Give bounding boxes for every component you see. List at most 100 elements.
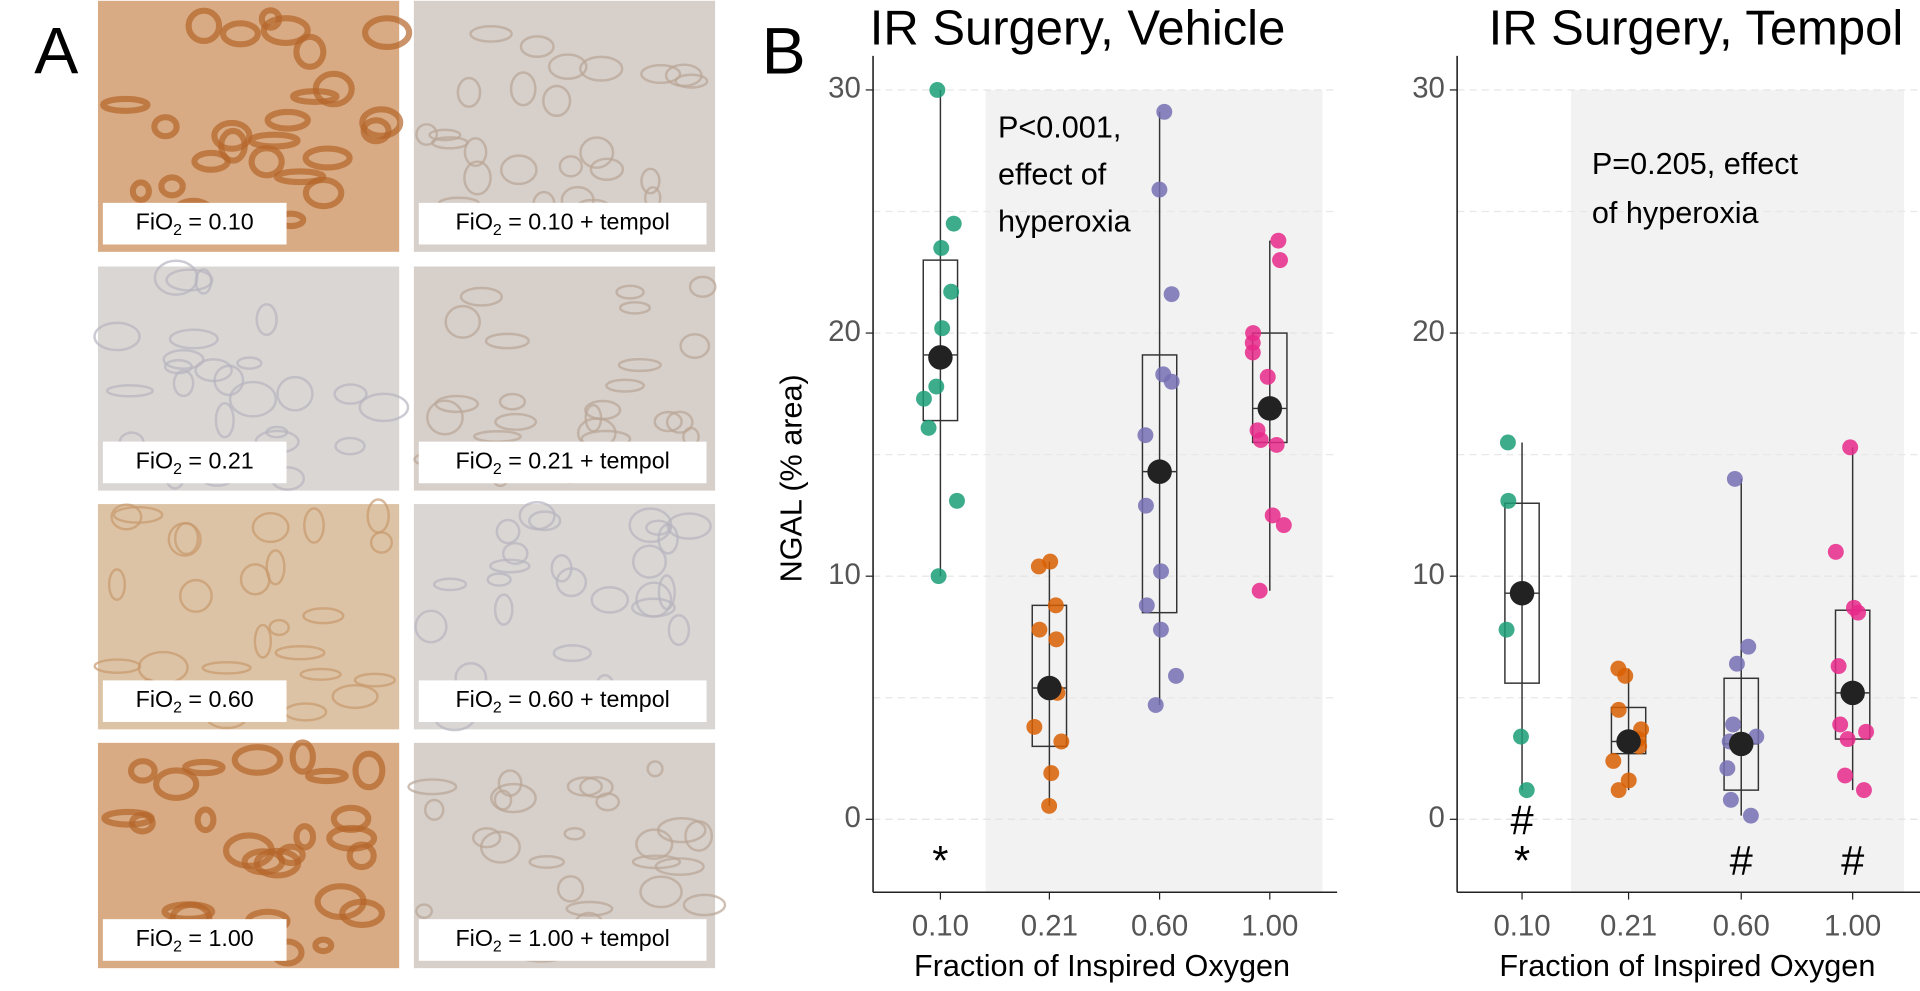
label-part: FiO — [136, 209, 173, 235]
tissue-structure — [494, 412, 538, 431]
tissue-structure — [211, 119, 253, 152]
tissue-structure — [251, 511, 290, 544]
data-point — [1151, 181, 1168, 198]
x-tick-label: 1.00 — [1824, 910, 1881, 943]
data-point — [1259, 368, 1276, 385]
data-point — [929, 81, 946, 98]
data-point — [1842, 439, 1859, 456]
tissue-structure — [528, 510, 562, 532]
x-axis-label: Fraction of Inspired Oxygen — [1499, 949, 1875, 983]
tissue-structure — [472, 827, 502, 849]
label-part: = 0.10 — [182, 209, 254, 235]
label-part: = 0.21 — [182, 448, 254, 474]
tissue-structure — [352, 750, 386, 791]
tissue-structure — [469, 25, 513, 43]
data-point — [1726, 470, 1743, 487]
tissue-structure — [334, 436, 366, 456]
annotation: of hyperoxia — [1592, 196, 1760, 230]
tissue-structure — [339, 898, 385, 929]
x-tick-label: 0.10 — [1493, 910, 1550, 943]
tissue-structure — [191, 149, 231, 173]
tissue-structure — [547, 53, 588, 80]
label-part: FiO — [136, 925, 173, 951]
data-point — [1719, 760, 1736, 777]
tissue-structure — [247, 131, 301, 150]
mean-marker — [1147, 459, 1172, 484]
tissue-structure — [265, 549, 286, 586]
tissue-structure — [185, 7, 223, 45]
data-point — [1728, 655, 1745, 672]
tissue-structure — [303, 507, 325, 544]
tissue-structure — [358, 392, 410, 423]
label-part: = 0.60 — [182, 686, 254, 712]
micrograph: FiO2 = 1.00 + tempol — [407, 742, 727, 969]
tissue-structure — [236, 356, 263, 370]
x-tick-label: 0.60 — [1713, 910, 1770, 943]
data-point — [1830, 658, 1847, 675]
tissue-structure — [489, 558, 531, 574]
tissue-structure — [640, 167, 661, 195]
tissue-structure — [493, 593, 514, 626]
tissue-structure — [127, 758, 158, 784]
tissue-structure — [151, 114, 180, 140]
significance-symbol: # — [1510, 797, 1533, 844]
micrograph-label: FiO2 = 1.00 — [136, 925, 254, 955]
mean-marker — [1840, 680, 1865, 706]
data-point — [1268, 436, 1285, 453]
label-part: 2 — [493, 461, 502, 478]
tissue-structure — [674, 73, 709, 89]
label-part: 2 — [493, 700, 502, 717]
tissue-structure — [579, 776, 614, 799]
x-tick-label: 0.21 — [1600, 910, 1657, 943]
y-tick-label: 20 — [1412, 315, 1445, 348]
tissue-structure — [605, 378, 646, 393]
tissue-structure — [274, 645, 326, 661]
data-point — [930, 568, 947, 585]
label-part: FiO — [136, 686, 173, 712]
data-point — [1275, 517, 1292, 534]
micrograph: FiO2 = 0.10 + tempol — [413, 0, 716, 252]
data-point — [1850, 604, 1867, 621]
tissue-structure — [93, 321, 141, 352]
data-point — [1048, 631, 1065, 648]
tissue-structure — [101, 808, 155, 828]
tissue-structure — [463, 137, 488, 168]
tissue-structure — [509, 71, 537, 107]
x-tick-label: 0.60 — [1131, 910, 1188, 943]
tissue-structure — [161, 901, 216, 922]
tissue-structure — [276, 843, 306, 867]
annotation: hyperoxia — [998, 205, 1132, 239]
tissue-structure — [273, 168, 327, 186]
x-tick-label: 0.10 — [912, 910, 969, 943]
tissue-structure — [366, 498, 390, 534]
tissue-structure — [665, 410, 694, 434]
tissue-structure — [231, 744, 284, 776]
tissue-structure — [290, 88, 340, 105]
micrograph: FiO2 = 0.60 + tempol — [413, 501, 716, 732]
data-point — [1725, 716, 1742, 733]
micrograph: FiO2 = 1.00 — [97, 739, 400, 969]
tissue-structure — [228, 380, 278, 418]
data-point — [1053, 733, 1070, 750]
x-axis-label: Fraction of Inspired Oxygen — [914, 949, 1290, 983]
tissue-structure — [260, 15, 311, 46]
tissue-structure — [498, 392, 527, 411]
tissue-structure — [484, 332, 530, 350]
micrograph-label: FiO2 = 0.21 + tempol — [455, 448, 669, 478]
tissue-structure — [255, 303, 278, 336]
data-point — [1137, 497, 1154, 514]
tissue-structure — [173, 521, 200, 556]
box — [922, 259, 959, 422]
micrograph-label: FiO2 = 0.21 — [136, 448, 254, 478]
tissue-structure — [499, 154, 538, 186]
tissue-structure — [276, 375, 314, 412]
significance-symbol: # — [1841, 837, 1864, 884]
y-tick-label: 0 — [844, 801, 860, 834]
tissue-structure — [495, 518, 521, 545]
tissue-structure — [463, 160, 492, 196]
shaded-region — [1571, 89, 1905, 893]
micrograph-label: FiO2 = 0.10 + tempol — [455, 209, 669, 239]
y-tick-label: 10 — [828, 558, 861, 591]
label-part: = 1.00 + tempol — [502, 925, 670, 951]
